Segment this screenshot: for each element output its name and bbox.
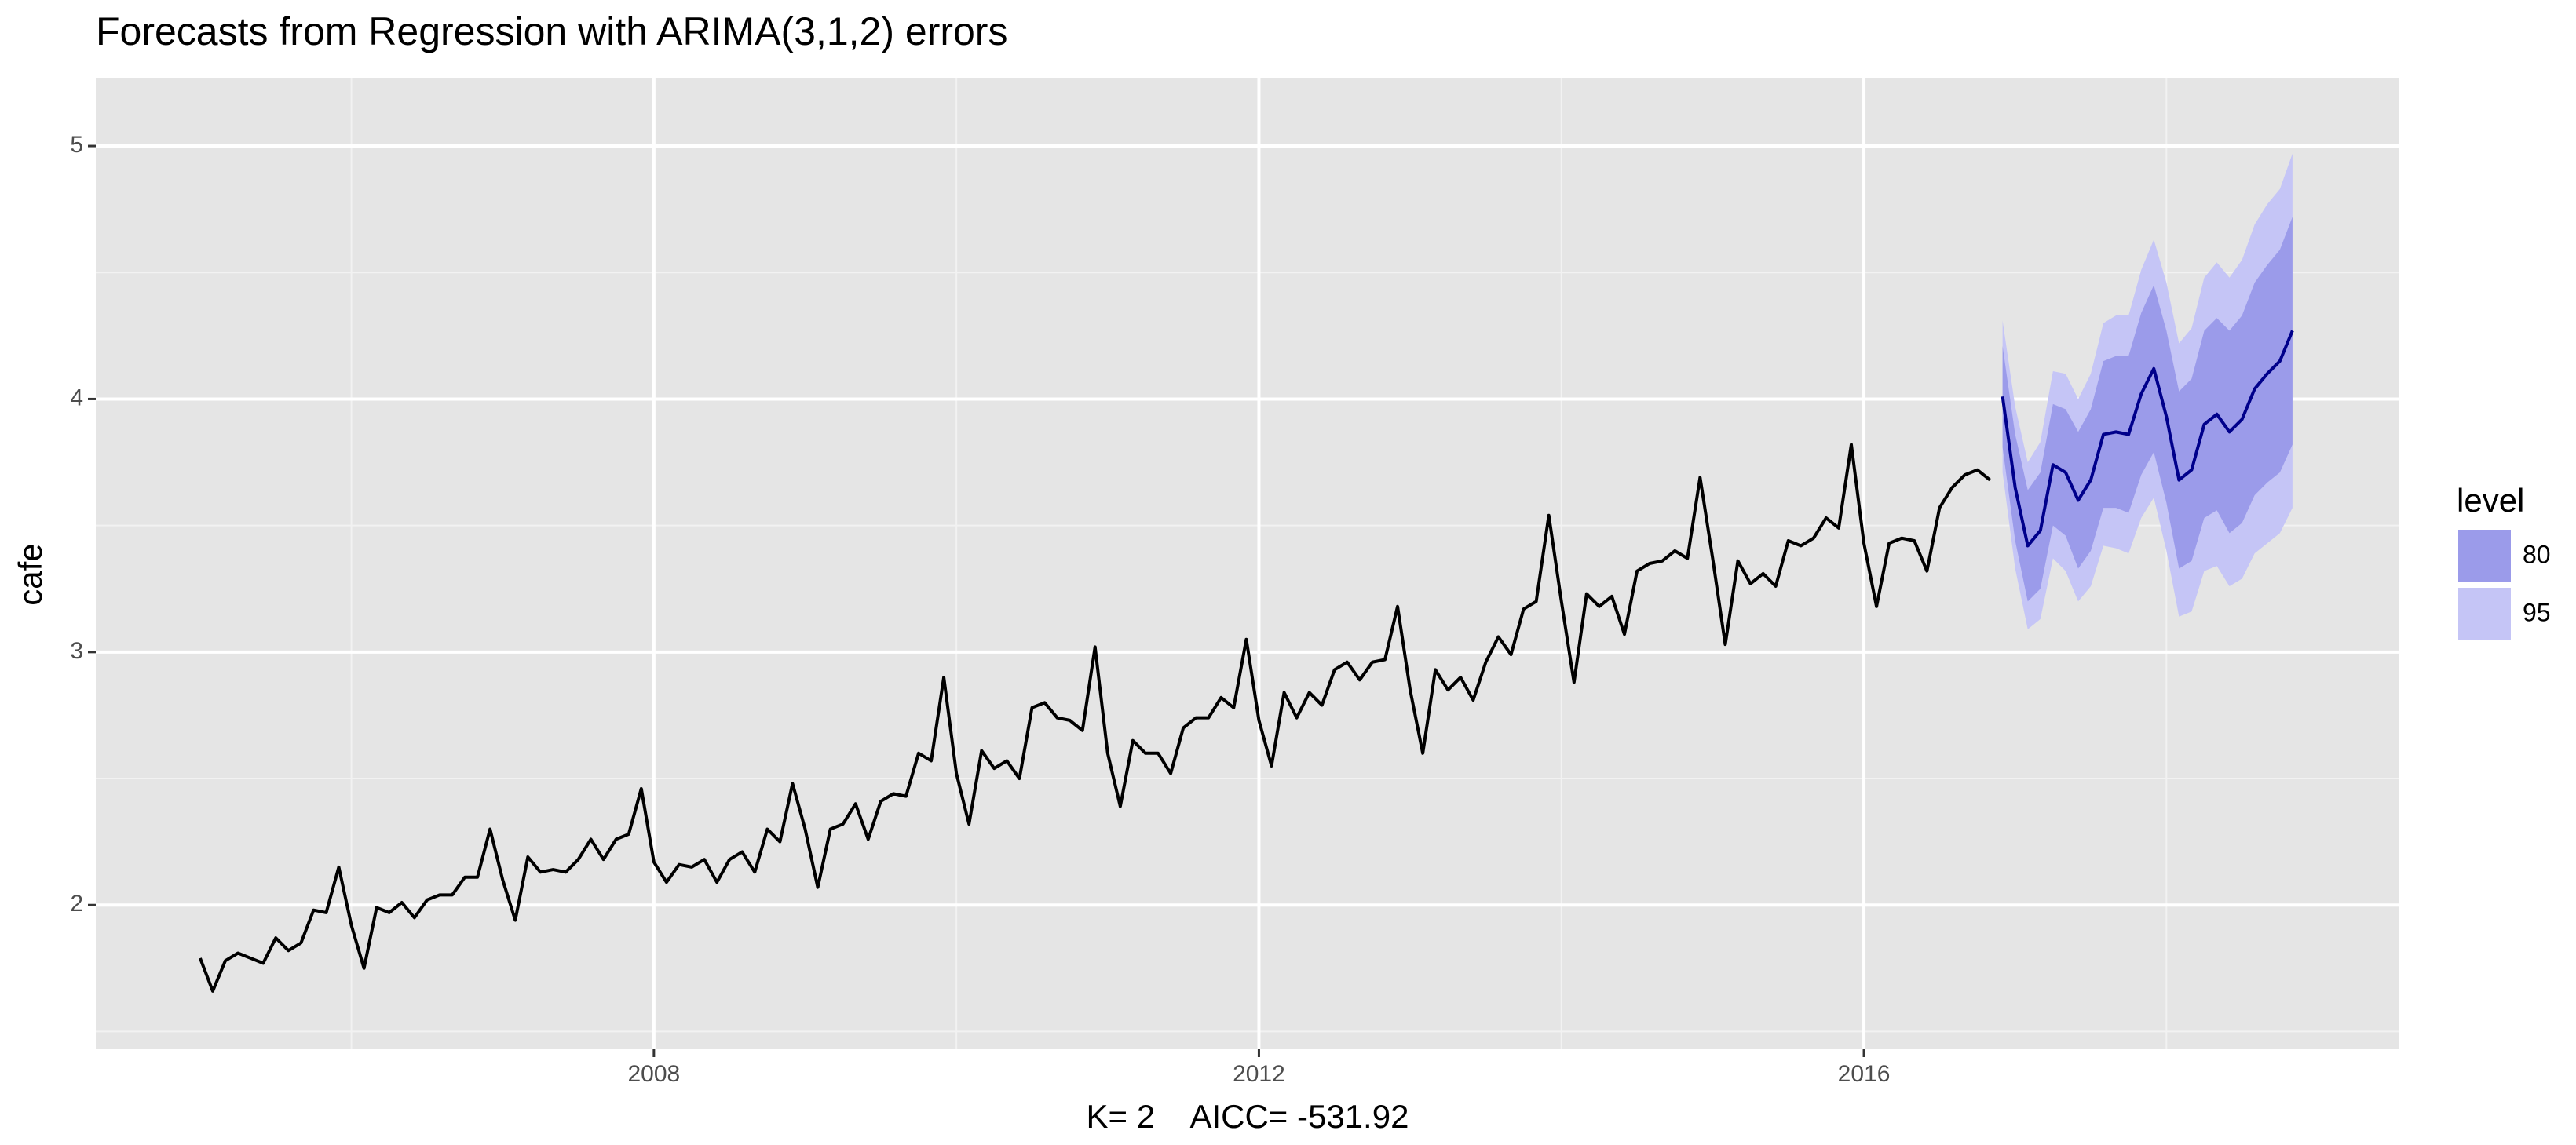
- series-line: [199, 443, 1991, 993]
- legend-key: [2458, 588, 2511, 640]
- bands: [2002, 153, 2293, 629]
- x-tick-label: 2008: [627, 1061, 680, 1087]
- forecast-band: [2002, 217, 2293, 602]
- chart-title: Forecasts from Regression with ARIMA(3,1…: [96, 9, 1007, 53]
- x-tick-label: 2016: [1838, 1061, 1891, 1087]
- y-tick-label: 2: [70, 891, 83, 917]
- legend-key: [2458, 530, 2511, 582]
- legend-label: 80: [2523, 540, 2551, 568]
- grid: [96, 78, 2399, 1049]
- y-tick-label: 4: [70, 385, 83, 410]
- series-line: [2001, 330, 2294, 548]
- legend-title: level: [2457, 482, 2524, 519]
- y-tick-label: 3: [70, 638, 83, 664]
- y-axis-label: cafe: [12, 543, 49, 605]
- y-tick-label: 5: [70, 132, 83, 158]
- lines: [199, 330, 2294, 993]
- x-tick-label: 2012: [1233, 1061, 1285, 1087]
- legend-label: 95: [2523, 598, 2551, 626]
- x-axis-label: K= 2 AICC= -531.92: [1087, 1098, 1409, 1135]
